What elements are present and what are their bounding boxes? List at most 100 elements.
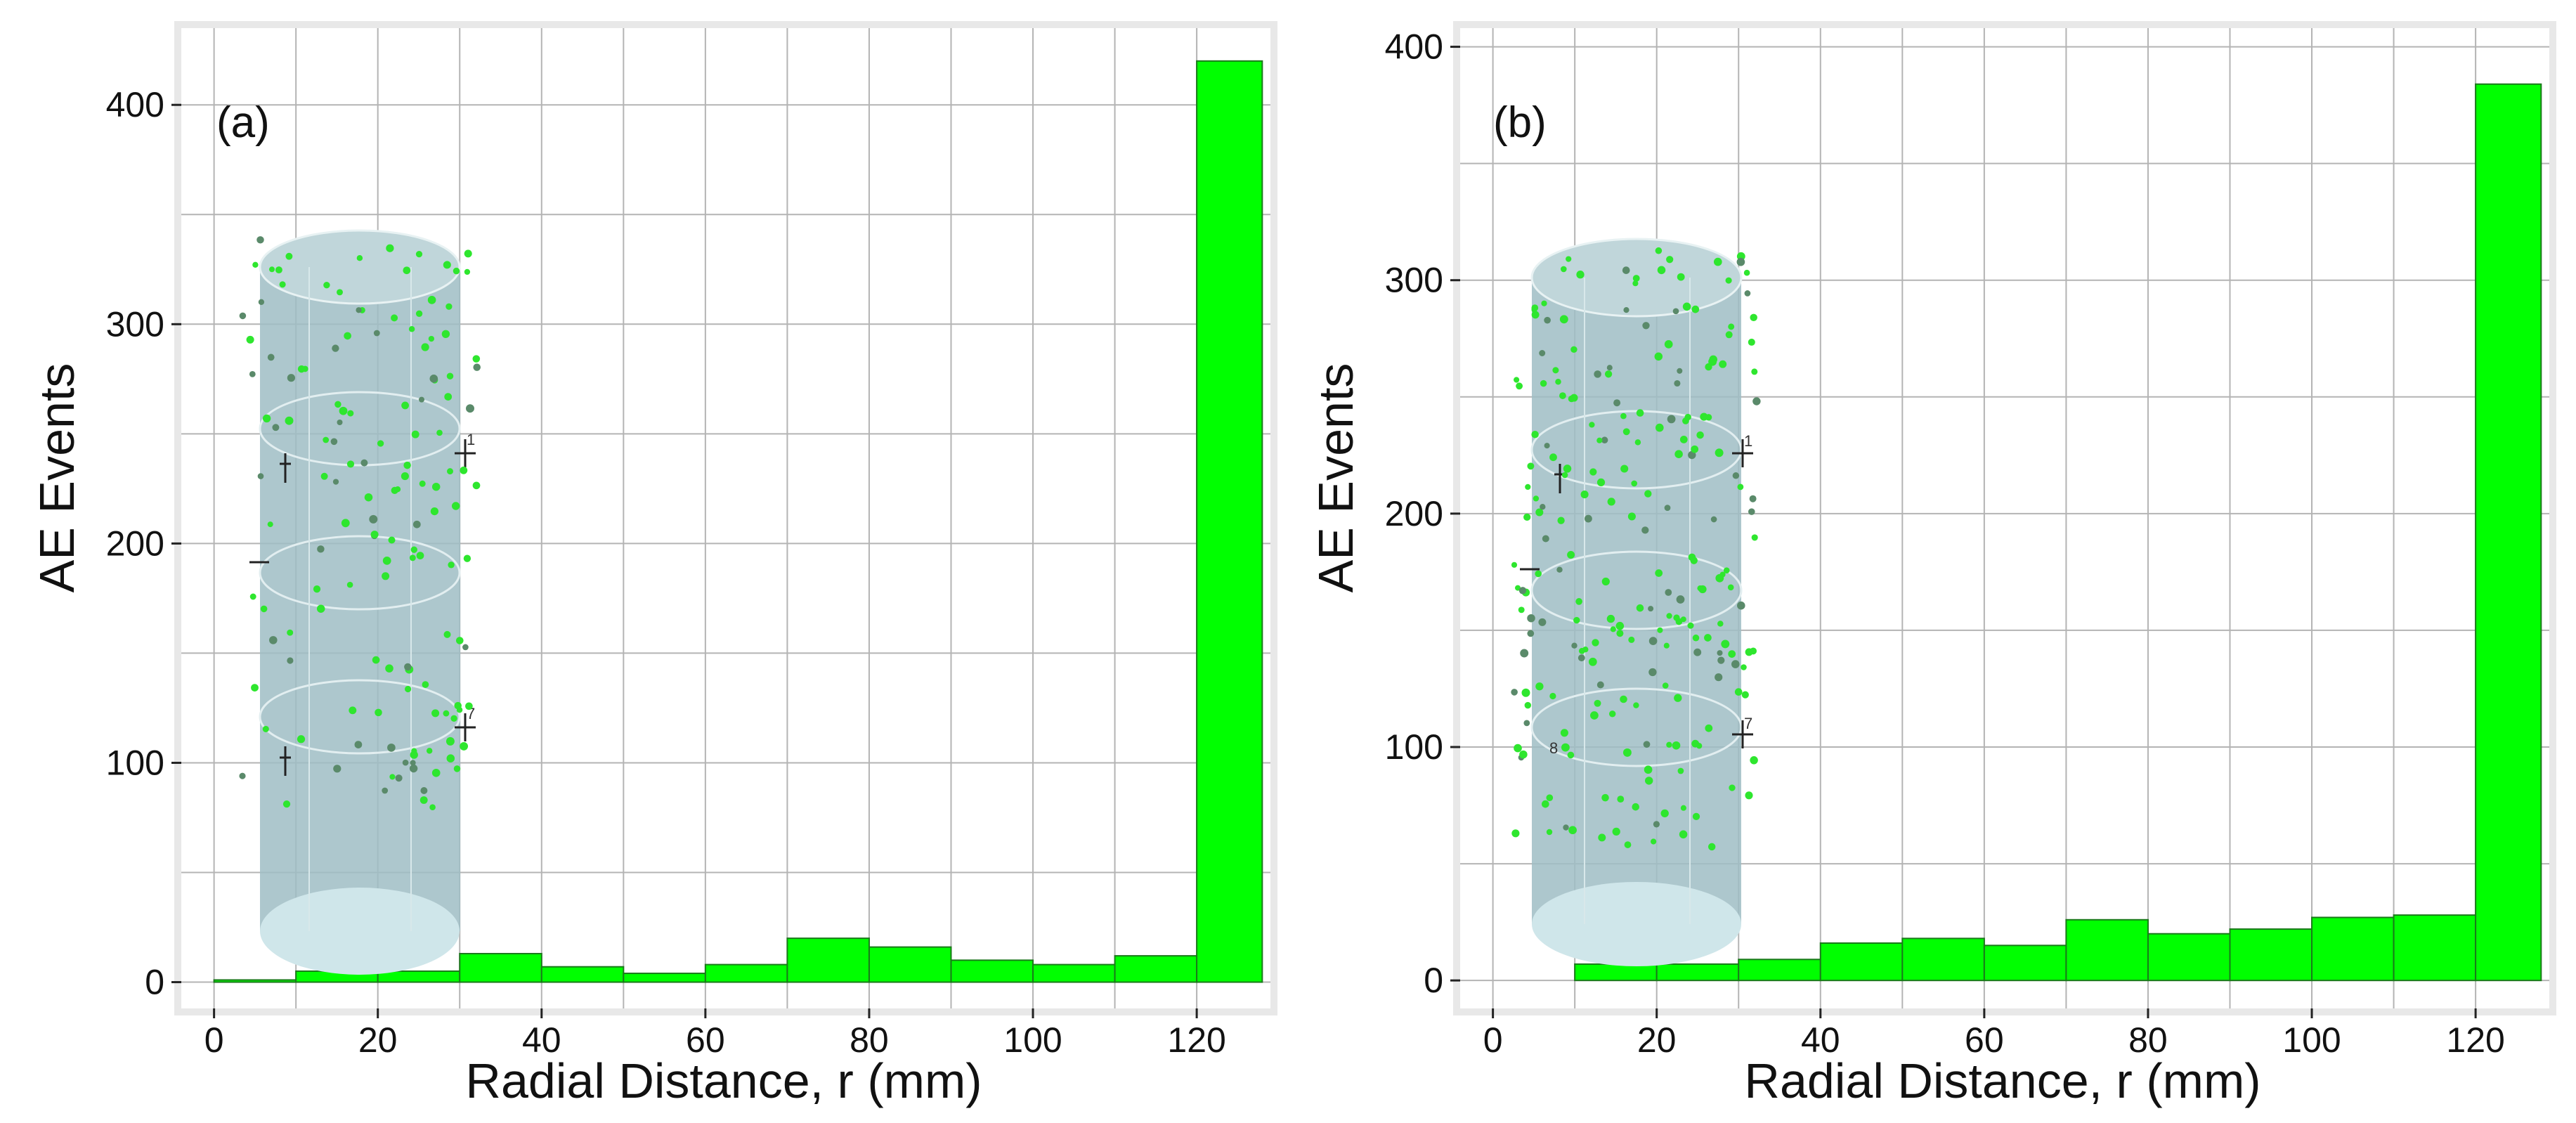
histogram-bar bbox=[1574, 963, 1658, 982]
ae-event-point bbox=[472, 481, 481, 490]
ae-event-point bbox=[1525, 483, 1531, 491]
ae-event-point bbox=[316, 604, 325, 613]
ae-event-point bbox=[1674, 450, 1683, 458]
ae-event-point bbox=[1664, 505, 1671, 511]
ae-event-point bbox=[373, 330, 380, 337]
ae-event-point bbox=[1634, 439, 1641, 446]
ae-event-point bbox=[1674, 694, 1682, 702]
histogram-bar bbox=[2229, 928, 2313, 982]
sensor-label: 1 bbox=[1744, 432, 1752, 450]
cylinder-body bbox=[1532, 278, 1741, 924]
ae-event-point bbox=[356, 254, 363, 261]
ae-event-point bbox=[1606, 365, 1613, 371]
ae-event-point bbox=[1612, 827, 1620, 836]
ae-event-point bbox=[1727, 584, 1734, 591]
ae-event-point bbox=[1546, 794, 1554, 802]
ae-event-point bbox=[1524, 701, 1532, 709]
ae-event-point bbox=[1752, 397, 1761, 405]
ae-event-point bbox=[1741, 664, 1747, 670]
ae-event-point bbox=[346, 460, 355, 468]
ae-event-point bbox=[1582, 647, 1589, 653]
ae-event-point bbox=[1636, 604, 1644, 612]
ae-event-point bbox=[1535, 570, 1542, 578]
histogram-bar bbox=[540, 966, 625, 983]
ae-event-point bbox=[1511, 562, 1518, 568]
ae-event-point bbox=[1539, 350, 1546, 356]
ae-event-point bbox=[349, 706, 357, 715]
ae-event-point bbox=[1514, 585, 1521, 591]
ae-event-point bbox=[1580, 491, 1589, 499]
sensor-marker bbox=[280, 453, 291, 483]
ae-event-point bbox=[339, 406, 348, 415]
ae-event-point bbox=[402, 759, 409, 766]
ae-event-point bbox=[1715, 448, 1724, 457]
ae-event-point bbox=[1563, 465, 1572, 473]
ae-event-point bbox=[1527, 630, 1535, 637]
ae-event-point bbox=[1519, 750, 1528, 759]
ae-event-point bbox=[1721, 640, 1730, 649]
ae-event-point bbox=[337, 289, 343, 296]
ae-event-point bbox=[337, 419, 343, 426]
ae-event-point bbox=[1620, 465, 1629, 473]
ae-event-point bbox=[1606, 614, 1615, 623]
x-tick-label: 40 bbox=[1801, 1020, 1840, 1060]
y-tick-label: 300 bbox=[1385, 261, 1443, 300]
ae-event-point bbox=[1692, 812, 1700, 821]
ae-event-point bbox=[451, 502, 460, 510]
ae-event-point bbox=[1676, 595, 1685, 604]
ae-event-point bbox=[1608, 710, 1616, 718]
ae-event-point bbox=[1576, 271, 1585, 279]
ae-event-point bbox=[1672, 741, 1681, 750]
ae-event-point bbox=[1540, 504, 1546, 510]
ae-event-point bbox=[332, 479, 339, 485]
histogram-bar bbox=[1738, 959, 1821, 982]
ae-event-point bbox=[279, 281, 286, 288]
ae-event-point bbox=[460, 466, 468, 474]
histogram-bar bbox=[2393, 914, 2477, 982]
ae-event-point bbox=[377, 440, 384, 447]
histogram-bar bbox=[2475, 83, 2542, 982]
ae-event-point bbox=[1560, 729, 1568, 737]
ae-event-point bbox=[445, 303, 453, 310]
ae-event-point bbox=[1566, 256, 1572, 262]
axes: 0 100 200 300 400 0 20 40 60 80 100 120 bbox=[106, 85, 1226, 1060]
ae-event-point bbox=[262, 725, 269, 732]
ae-event-point bbox=[375, 708, 382, 717]
ae-event-point bbox=[1601, 436, 1608, 443]
ae-event-point bbox=[462, 644, 469, 651]
ae-event-point bbox=[334, 401, 341, 408]
ae-event-point bbox=[1589, 468, 1597, 476]
ae-event-point bbox=[431, 768, 441, 777]
y-tick-label: 300 bbox=[106, 304, 164, 344]
ae-event-point bbox=[1596, 478, 1606, 486]
ae-event-point bbox=[410, 760, 416, 766]
ae-event-point bbox=[1533, 495, 1540, 502]
panel-b: 1 7 8 0 100 200 300 400 0 20 40 60 80 100 120 (b) R… bbox=[1308, 21, 2556, 1108]
ae-event-point bbox=[1688, 553, 1696, 562]
x-tick-label: 0 bbox=[1483, 1020, 1503, 1060]
sensor-label: 8 bbox=[1549, 739, 1558, 757]
ae-event-point bbox=[1644, 765, 1653, 774]
ae-event-point bbox=[333, 765, 341, 773]
histogram-bar bbox=[1819, 942, 1904, 982]
ae-event-point bbox=[246, 335, 254, 344]
histogram-bar bbox=[377, 970, 461, 983]
grid-lines bbox=[181, 28, 1270, 1008]
ae-event-point bbox=[1648, 606, 1654, 612]
ae-event-point bbox=[386, 244, 394, 252]
ae-event-point bbox=[456, 637, 464, 644]
ae-event-point bbox=[465, 702, 473, 710]
ae-event-point bbox=[1696, 431, 1704, 439]
ae-event-point bbox=[1567, 551, 1575, 559]
ae-event-point bbox=[411, 430, 419, 439]
ae-event-point bbox=[1617, 796, 1625, 803]
x-tick-label: 80 bbox=[850, 1020, 889, 1060]
ae-event-point bbox=[323, 282, 330, 289]
panel-label: (b) bbox=[1493, 98, 1547, 147]
ae-event-point bbox=[1542, 535, 1549, 543]
ae-event-point bbox=[395, 774, 403, 782]
ae-event-point bbox=[429, 374, 438, 383]
ae-event-point bbox=[1538, 618, 1547, 626]
ae-event-point bbox=[1590, 711, 1599, 720]
ae-event-point bbox=[441, 330, 450, 338]
